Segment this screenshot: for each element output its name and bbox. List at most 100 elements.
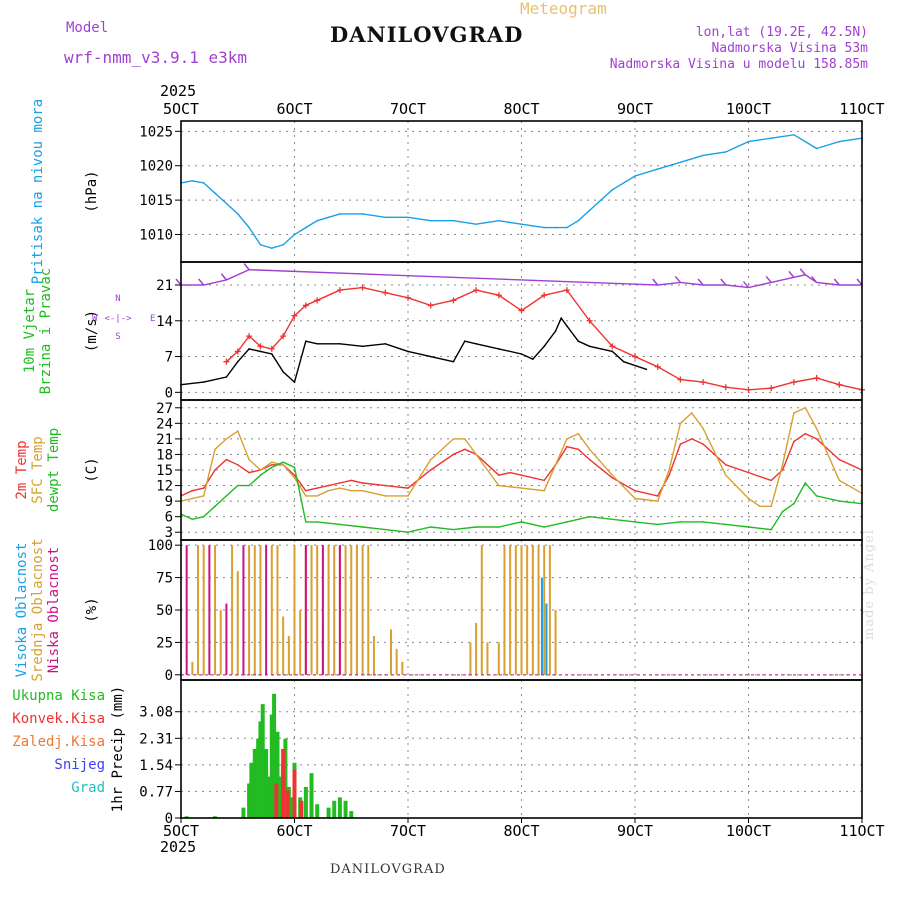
data-point (259, 244, 262, 246)
footer-station: DANILOVGRAD (330, 862, 446, 877)
data-point (793, 440, 795, 443)
data-point (759, 505, 761, 508)
data-point (293, 476, 296, 479)
data-point (770, 528, 772, 531)
bar (219, 610, 222, 675)
data-point (634, 497, 636, 500)
bar (338, 545, 341, 675)
data-point (259, 350, 262, 353)
data-point (679, 422, 682, 425)
bar (225, 603, 228, 675)
data-point (747, 471, 750, 474)
data-point (577, 340, 580, 343)
data-point (282, 461, 284, 464)
bar (316, 545, 319, 675)
y-tick-label: 1010 (139, 227, 173, 243)
data-point (316, 342, 319, 345)
data-point (305, 489, 307, 492)
data-point (702, 427, 704, 430)
data-point (588, 515, 591, 518)
data-point (248, 484, 250, 487)
legend-label-2: Zaledj.Kisa (12, 734, 105, 750)
bar (278, 776, 283, 818)
bar (344, 545, 347, 675)
data-point (668, 469, 670, 471)
gust-point (836, 381, 843, 388)
data-point (225, 202, 228, 205)
data-point (191, 518, 194, 521)
station-title: DANILOVGRAD (330, 22, 524, 47)
bar (333, 545, 336, 675)
data-point (463, 438, 466, 440)
x-tick-label-top: 6OCT (276, 100, 312, 118)
wind-barb (697, 278, 704, 286)
bar (355, 545, 358, 675)
data-point (361, 526, 364, 528)
data-point (316, 219, 319, 222)
data-point (566, 226, 568, 229)
panel-precip (175, 679, 863, 819)
gust-point (427, 302, 434, 309)
data-point (339, 482, 341, 484)
data-point (452, 438, 455, 440)
x-tick-label-bottom: 8OCT (503, 822, 539, 840)
y-tick-label: 1025 (139, 124, 173, 140)
bar (327, 545, 330, 675)
compass-e: E (150, 314, 155, 324)
data-point (702, 154, 704, 157)
x-tick-label-bottom: 5OCT (163, 822, 199, 840)
x-tick-label-top: 7OCT (390, 100, 426, 118)
gust-point (382, 289, 389, 296)
data-point (566, 445, 568, 448)
gust-point (291, 312, 298, 319)
gust-point (813, 375, 820, 382)
gust-point (257, 343, 264, 350)
wind-barb (833, 278, 840, 286)
data-point (407, 487, 409, 489)
bar (540, 577, 543, 675)
y-tick-label: 50 (156, 603, 173, 619)
gust-point (246, 333, 253, 340)
data-point (634, 175, 636, 177)
data-point (611, 188, 614, 191)
data-point (202, 487, 205, 489)
unit-label: (hPa) (84, 170, 100, 212)
axis-label-2: Niska Oblacnost (46, 547, 62, 673)
data-point (191, 489, 194, 492)
data-point (838, 458, 841, 461)
gust-point (700, 379, 707, 386)
data-point (248, 348, 250, 350)
bar (343, 800, 348, 818)
y-tick-label: 1020 (139, 159, 173, 175)
data-point (554, 330, 557, 332)
bar (242, 545, 245, 675)
bar (497, 642, 500, 675)
bar (184, 816, 189, 818)
data-point (282, 464, 284, 466)
data-point (577, 432, 580, 435)
bar (272, 693, 277, 818)
data-point (305, 495, 307, 497)
data-point (577, 448, 580, 451)
data-point (725, 464, 727, 466)
bar (269, 714, 274, 818)
data-point (554, 464, 557, 466)
bar (337, 797, 342, 818)
gust-point (314, 297, 321, 304)
data-point (407, 531, 409, 534)
data-point (339, 523, 341, 526)
x-tick-label-bottom: 10OCT (726, 822, 771, 840)
data-point (793, 412, 795, 414)
x-tick-label-bottom: 7OCT (390, 822, 426, 840)
gust-point (518, 307, 525, 314)
bar (292, 769, 297, 818)
x-tick-label-top: 5OCT (163, 100, 199, 118)
data-point (191, 497, 194, 500)
data-point (202, 182, 205, 184)
panel-pressure (175, 120, 863, 263)
data-point (770, 137, 772, 139)
data-point (282, 244, 284, 246)
data-point (498, 474, 500, 476)
data-point (770, 505, 772, 508)
y-tick-label: 15 (156, 463, 173, 479)
